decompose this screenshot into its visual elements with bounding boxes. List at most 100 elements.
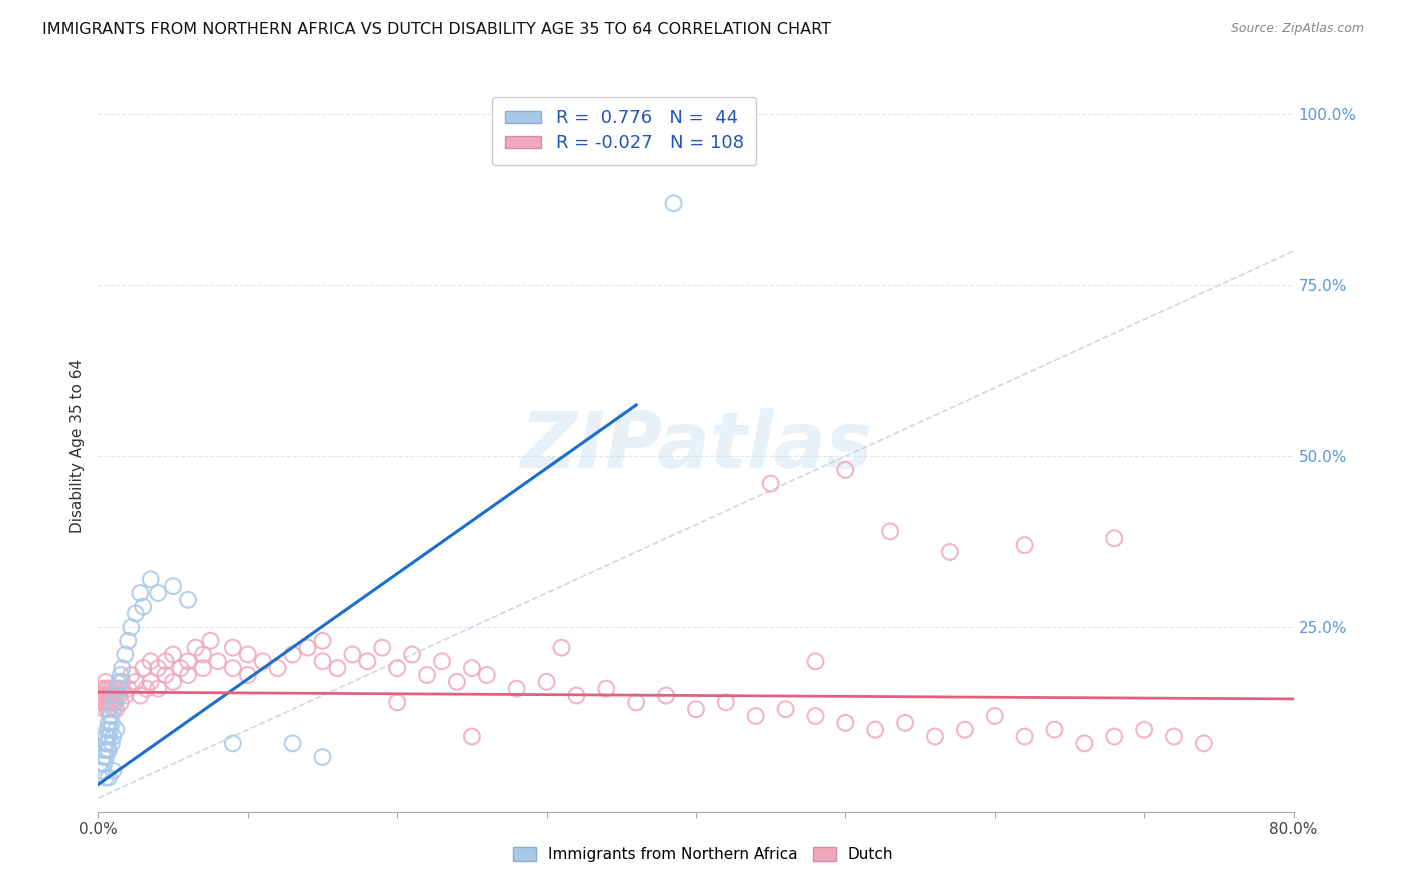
Point: [475, 668, 498, 682]
Y-axis label: Disability Age 35 to 64: Disability Age 35 to 64: [69, 359, 84, 533]
Point: [177, 668, 200, 682]
Point: [662, 196, 685, 211]
Point: [148, 681, 170, 696]
Point: [356, 654, 378, 668]
Point: [94, 736, 117, 750]
Point: [104, 695, 127, 709]
Point: [342, 648, 364, 662]
Point: [101, 736, 124, 750]
Point: [96, 736, 118, 750]
Point: [461, 730, 484, 744]
Point: [879, 524, 901, 539]
Point: [114, 648, 136, 662]
Point: [1104, 531, 1126, 545]
Point: [162, 648, 184, 662]
Point: [101, 715, 124, 730]
Point: [252, 654, 274, 668]
Point: [236, 648, 259, 662]
Point: [101, 681, 124, 696]
Point: [94, 750, 117, 764]
Point: [111, 661, 134, 675]
Point: [96, 702, 118, 716]
Point: [98, 709, 122, 723]
Point: [111, 674, 134, 689]
Point: [108, 689, 131, 703]
Point: [90, 689, 112, 703]
Point: [114, 689, 136, 703]
Point: [430, 654, 453, 668]
Point: [97, 702, 120, 716]
Point: [550, 640, 572, 655]
Point: [97, 730, 120, 744]
Point: [105, 689, 128, 703]
Point: [865, 723, 887, 737]
Point: [297, 640, 319, 655]
Point: [745, 709, 768, 723]
Point: [103, 702, 125, 716]
Point: [1163, 730, 1185, 744]
Point: [200, 633, 222, 648]
Point: [222, 661, 245, 675]
Point: [139, 572, 162, 586]
Point: [834, 463, 856, 477]
Point: [1073, 736, 1095, 750]
Point: [311, 750, 333, 764]
Point: [129, 586, 152, 600]
Legend: Immigrants from Northern Africa, Dutch: Immigrants from Northern Africa, Dutch: [506, 841, 900, 868]
Point: [93, 689, 115, 703]
Point: [446, 674, 468, 689]
Point: [685, 702, 707, 716]
Point: [371, 640, 394, 655]
Point: [311, 654, 333, 668]
Point: [120, 620, 142, 634]
Point: [132, 599, 155, 614]
Point: [90, 764, 112, 778]
Point: [97, 715, 120, 730]
Point: [132, 661, 155, 675]
Point: [110, 695, 132, 709]
Point: [595, 681, 617, 696]
Point: [104, 681, 127, 696]
Point: [311, 633, 333, 648]
Point: [96, 723, 118, 737]
Point: [655, 689, 678, 703]
Point: [110, 681, 132, 696]
Text: ZIPatlas: ZIPatlas: [520, 408, 872, 484]
Point: [984, 709, 1007, 723]
Point: [117, 681, 139, 696]
Point: [401, 648, 423, 662]
Point: [97, 695, 120, 709]
Point: [91, 695, 114, 709]
Point: [93, 702, 115, 716]
Point: [759, 476, 782, 491]
Point: [236, 668, 259, 682]
Point: [93, 756, 115, 771]
Point: [110, 668, 132, 682]
Point: [103, 764, 125, 778]
Point: [97, 743, 120, 757]
Point: [139, 654, 162, 668]
Point: [191, 648, 214, 662]
Point: [94, 674, 117, 689]
Point: [804, 654, 827, 668]
Point: [222, 736, 245, 750]
Point: [148, 661, 170, 675]
Point: [714, 695, 737, 709]
Point: [91, 681, 114, 696]
Point: [385, 661, 409, 675]
Point: [107, 681, 129, 696]
Point: [162, 579, 184, 593]
Point: [267, 661, 290, 675]
Point: [1192, 736, 1215, 750]
Point: [96, 743, 118, 757]
Point: [281, 648, 304, 662]
Point: [506, 681, 529, 696]
Point: [103, 702, 125, 716]
Point: [775, 702, 797, 716]
Point: [107, 681, 129, 696]
Point: [565, 689, 588, 703]
Point: [626, 695, 648, 709]
Point: [461, 661, 484, 675]
Point: [97, 771, 120, 785]
Point: [129, 689, 152, 703]
